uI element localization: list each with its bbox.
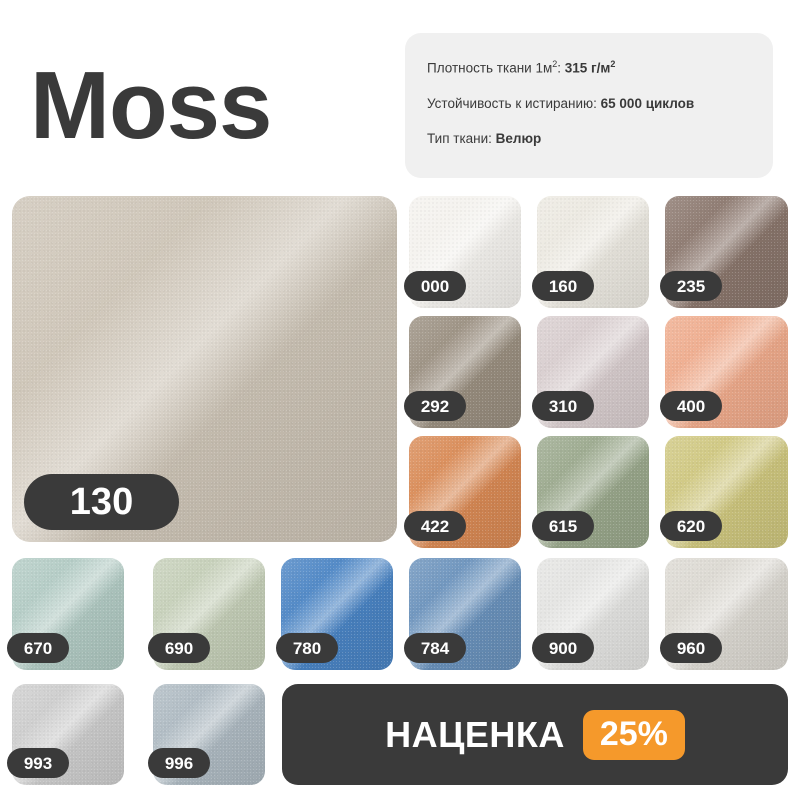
hero-swatch-code: 130 — [24, 474, 179, 530]
swatch-615[interactable]: 615 — [532, 436, 649, 548]
swatch-code: 620 — [660, 511, 722, 541]
spec-label: Тип ткани — [427, 130, 489, 146]
spec-separator: : — [488, 130, 496, 146]
spec-separator: : — [593, 95, 601, 111]
spec-label-superscript: 2 — [552, 59, 558, 69]
swatch-code: 422 — [404, 511, 466, 541]
swatch-code: 670 — [7, 633, 69, 663]
markup-label: НАЦЕНКА — [385, 713, 565, 755]
fabric-texture — [665, 196, 788, 308]
swatch-code: 310 — [532, 391, 594, 421]
swatch-code: 690 — [148, 633, 210, 663]
specifications-card: Плотность ткани 1м2: 315 г/м2 Устойчивос… — [405, 33, 773, 178]
swatch-784[interactable]: 784 — [404, 558, 521, 670]
swatch-code: 160 — [532, 271, 594, 301]
markup-banner: НАЦЕНКА 25% — [282, 684, 788, 785]
spec-value-superscript: 2 — [610, 59, 616, 69]
swatch-780[interactable]: 780 — [276, 558, 393, 670]
header: Moss Плотность ткани 1м2: 315 г/м2 Устой… — [0, 0, 800, 190]
swatch-620[interactable]: 620 — [660, 436, 788, 548]
swatch-996[interactable]: 996 — [148, 684, 265, 785]
spec-label: Устойчивость к истиранию — [427, 95, 594, 111]
swatch-960[interactable]: 960 — [660, 558, 788, 670]
swatch-690[interactable]: 690 — [148, 558, 265, 670]
spec-value: Велюр — [495, 130, 542, 146]
swatch-993[interactable]: 993 — [7, 684, 124, 785]
swatch-292[interactable]: 292 — [404, 316, 521, 428]
swatch-310[interactable]: 310 — [532, 316, 649, 428]
markup-percent-badge: 25% — [582, 709, 685, 760]
spec-value: 315 г/м — [564, 60, 611, 76]
fabric-texture — [12, 558, 124, 670]
spec-separator: : — [557, 60, 565, 76]
swatch-code: 292 — [404, 391, 466, 421]
swatch-code: 000 — [404, 271, 466, 301]
spec-row: Устойчивость к истиранию: 65 000 циклов — [427, 96, 773, 112]
swatch-422[interactable]: 422 — [404, 436, 521, 548]
swatch-code: 400 — [660, 391, 722, 421]
swatch-160[interactable]: 160 — [532, 196, 649, 308]
swatch-code: 780 — [276, 633, 338, 663]
spec-label: Плотность ткани 1м — [427, 60, 553, 76]
swatch-code: 996 — [148, 748, 210, 778]
spec-row: Тип ткани: Велюр — [427, 131, 773, 147]
hero-swatch-130[interactable]: 130 — [12, 196, 397, 542]
swatch-code: 900 — [532, 633, 594, 663]
swatch-400[interactable]: 400 — [660, 316, 788, 428]
swatch-670[interactable]: 670 — [7, 558, 124, 670]
swatch-code: 993 — [7, 748, 69, 778]
swatch-code: 784 — [404, 633, 466, 663]
swatch-code: 960 — [660, 633, 722, 663]
swatch-000[interactable]: 000 — [404, 196, 521, 308]
spec-value: 65 000 циклов — [600, 95, 695, 111]
swatch-code: 235 — [660, 271, 722, 301]
spec-row: Плотность ткани 1м2: 315 г/м2 — [427, 59, 773, 77]
swatch-235[interactable]: 235 — [660, 196, 788, 308]
fabric-texture — [665, 316, 788, 428]
swatch-900[interactable]: 900 — [532, 558, 649, 670]
page-title: Moss — [30, 52, 272, 159]
swatch-code: 615 — [532, 511, 594, 541]
